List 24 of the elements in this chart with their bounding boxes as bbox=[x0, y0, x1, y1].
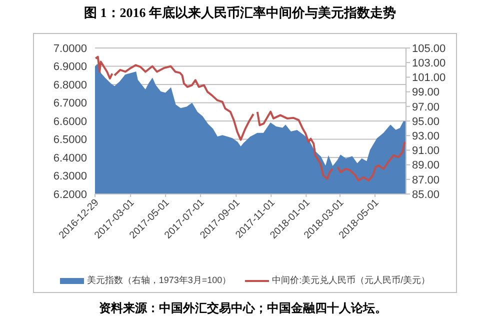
legend-label: 中间价:美元兑人民币（元人民币/美元） bbox=[272, 274, 430, 287]
y2-tick-label: 95.00 bbox=[412, 116, 440, 128]
text: 资料来源：中国外汇交易中心；中国金融四十人论坛。 bbox=[98, 300, 388, 317]
y-tick-label: 6.5000 bbox=[53, 134, 87, 146]
y-tick-label: 6.4000 bbox=[53, 152, 87, 164]
legend-label: 美元指数（右轴，1973年3月=100） bbox=[86, 274, 232, 287]
y2-tick-label: 87.00 bbox=[412, 174, 440, 186]
y-tick-label: 6.3000 bbox=[53, 170, 87, 183]
y2-tick-label: 105.00 bbox=[412, 42, 446, 55]
y2-tick-label: 99.00 bbox=[412, 86, 440, 99]
y2-tick-label: 103.00 bbox=[412, 58, 446, 70]
y2-tick-label: 93.00 bbox=[412, 130, 440, 143]
y2-tick-label: 97.00 bbox=[412, 101, 440, 114]
chart-title: 图 1：2016 年底以来人民币汇率中间价与美元指数走势 bbox=[83, 4, 397, 22]
y-tick-label: 7.0000 bbox=[53, 42, 87, 55]
y-tick-label: 6.9000 bbox=[53, 61, 87, 74]
y2-tick-label: 91.00 bbox=[412, 145, 440, 158]
y2-tick-label: 101.00 bbox=[412, 72, 446, 84]
y-tick-label: 6.6000 bbox=[53, 116, 87, 128]
y2-tick-label: 85.00 bbox=[412, 188, 440, 201]
y-tick-label: 6.2000 bbox=[53, 188, 87, 201]
y2-tick-label: 89.00 bbox=[412, 160, 440, 172]
y-tick-label: 6.7000 bbox=[53, 98, 87, 110]
y-tick-label: 6.8000 bbox=[53, 79, 87, 92]
